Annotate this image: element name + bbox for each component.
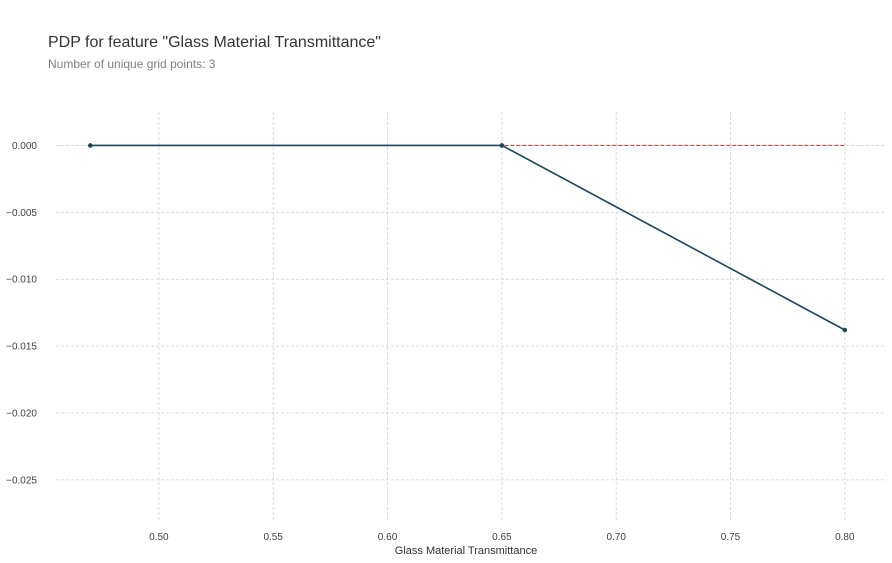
y-tick-labels: 0.000 −0.005 −0.010 −0.015 −0.020 −0.025 <box>6 141 37 486</box>
y-tick-label: −0.010 <box>6 275 37 286</box>
x-tick-labels: 0.50 0.55 0.60 0.65 0.70 0.75 0.80 <box>149 532 855 543</box>
x-tick-label: 0.70 <box>606 532 626 543</box>
pdp-point <box>499 143 505 148</box>
x-tick-label: 0.50 <box>149 532 169 543</box>
series-layer <box>87 143 848 333</box>
x-tick-label: 0.80 <box>835 532 855 543</box>
y-tick-label: −0.015 <box>6 342 37 353</box>
x-tick-label: 0.75 <box>721 532 741 543</box>
y-tick-label: −0.025 <box>6 475 37 486</box>
y-tick-label: 0.000 <box>12 141 37 152</box>
pdp-line <box>90 144 846 331</box>
pdp-point <box>842 327 848 333</box>
y-tick-label: −0.020 <box>6 408 37 419</box>
pdp-point <box>87 143 93 148</box>
chart-title: PDP for feature "Glass Material Transmit… <box>48 34 381 51</box>
chart-subtitle: Number of unique grid points: 3 <box>48 57 216 71</box>
x-tick-label: 0.55 <box>263 532 283 543</box>
y-tick-label: −0.005 <box>6 208 37 219</box>
x-tick-label: 0.60 <box>378 532 398 543</box>
x-tick-label: 0.65 <box>492 532 512 543</box>
grid-layer <box>56 112 886 520</box>
x-axis-label: Glass Material Transmittance <box>395 545 537 557</box>
